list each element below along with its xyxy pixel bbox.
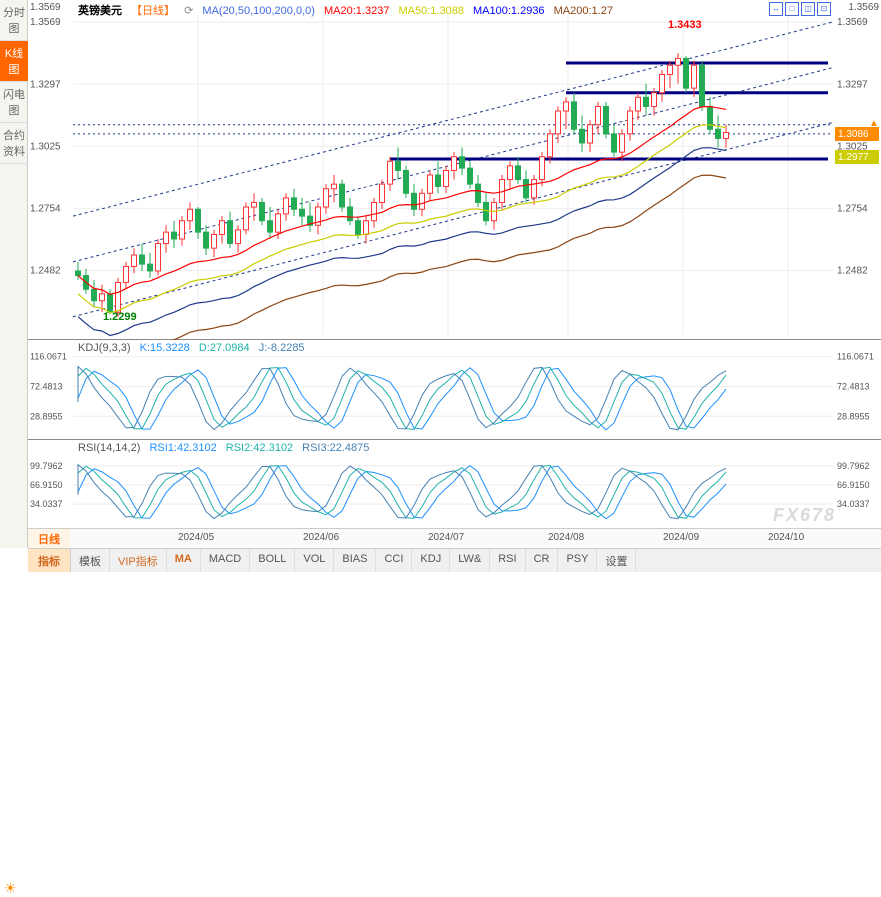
- ma100-value: MA100:1.2936: [473, 5, 545, 17]
- time-label: 2024/07: [428, 532, 464, 543]
- tab-vip[interactable]: VIP指标: [110, 549, 167, 572]
- rsi-title: RSI(14,14,2): [78, 442, 140, 454]
- ma20-value: MA20:1.3237: [324, 5, 389, 17]
- svg-text:1.3297: 1.3297: [837, 79, 868, 90]
- svg-text:66.9150: 66.9150: [837, 480, 870, 490]
- timeframe-label: 【日线】: [131, 5, 175, 17]
- kdj-svg: 116.0671 116.0671 72.4813 72.4813 28.8955 28.…: [28, 340, 881, 440]
- svg-text:99.7962: 99.7962: [30, 461, 63, 471]
- tab-ind-boll[interactable]: BOLL: [250, 549, 295, 572]
- svg-text:66.9150: 66.9150: [30, 480, 63, 490]
- timeframe-row: 日线 2024/05 2024/06 2024/07 2024/08 2024/09 20…: [28, 528, 881, 548]
- rsi-2: RSI2:42.3102: [226, 442, 293, 454]
- svg-text:28.8955: 28.8955: [837, 411, 870, 421]
- svg-text:1.3433: 1.3433: [668, 19, 702, 31]
- svg-text:34.0337: 34.0337: [30, 499, 63, 509]
- svg-text:116.0671: 116.0671: [30, 352, 67, 362]
- main-chart-svg: 1.24821.24821.27541.27541.30251.30251.32…: [28, 0, 881, 340]
- svg-text:28.8955: 28.8955: [30, 411, 63, 421]
- time-label: 2024/06: [303, 532, 339, 543]
- rsi-1: RSI1:42.3102: [149, 442, 216, 454]
- svg-text:1.3569: 1.3569: [837, 17, 868, 28]
- tab-ind-psy[interactable]: PSY: [558, 549, 597, 572]
- ma50-value: MA50:1.3088: [399, 5, 464, 17]
- tab-ind-rsi[interactable]: RSI: [490, 549, 525, 572]
- sidebar-timeshare[interactable]: 分时图: [0, 0, 28, 41]
- rsi-panel[interactable]: ☀ RSI(14,14,2) RSI1:42.3102 RSI2:42.3102…: [28, 440, 881, 528]
- tab-ind-bias[interactable]: BIAS: [334, 549, 376, 572]
- tab-ind-lw&[interactable]: LW&: [450, 549, 490, 572]
- rsi-header: RSI(14,14,2) RSI1:42.3102 RSI2:42.3102 R…: [78, 442, 375, 454]
- tab-ind-cr[interactable]: CR: [526, 549, 559, 572]
- svg-text:1.2482: 1.2482: [837, 266, 868, 277]
- svg-text:1.3569: 1.3569: [30, 17, 61, 28]
- tab-ind-macd[interactable]: MACD: [201, 549, 250, 572]
- watermark: FX678: [773, 505, 836, 526]
- svg-text:1.2754: 1.2754: [30, 203, 61, 214]
- sidebar-lightning[interactable]: 闪电图: [0, 82, 28, 123]
- ylabel-tr: 1.3569: [848, 2, 879, 13]
- svg-text:72.4813: 72.4813: [837, 381, 870, 391]
- tab-ind-cci[interactable]: CCI: [376, 549, 412, 572]
- symbol-name: 英镑美元: [78, 5, 122, 17]
- tab-ind-ma[interactable]: MA: [167, 549, 201, 572]
- chart-area: 英镑美元 【日线】 ⟳ MA(20,50,100,200,0,0) MA20:1…: [28, 0, 881, 548]
- dayline-tab[interactable]: 日线: [28, 529, 70, 549]
- tool-icon-2[interactable]: □: [785, 2, 799, 16]
- rsi-3: RSI3:22.4875: [302, 442, 369, 454]
- svg-text:1.2482: 1.2482: [30, 266, 61, 277]
- svg-text:99.7962: 99.7962: [837, 461, 870, 471]
- kdj-d: D:27.0984: [199, 342, 250, 354]
- sidebar-kline[interactable]: K线图: [0, 41, 28, 82]
- tab-ind-设置[interactable]: 设置: [597, 549, 636, 572]
- svg-text:1.3086: 1.3086: [838, 129, 869, 140]
- time-label: 2024/05: [178, 532, 214, 543]
- tab-ind-vol[interactable]: VOL: [295, 549, 334, 572]
- svg-text:116.0671: 116.0671: [837, 352, 874, 362]
- sidebar-contract[interactable]: 合约资料: [0, 123, 28, 164]
- refresh-icon[interactable]: ⟳: [184, 5, 193, 17]
- indicator-tabs: 指标 模板 VIP指标 MAMACDBOLLVOLBIASCCIKDJLW&RS…: [28, 548, 881, 572]
- tool-icon-3[interactable]: ◫: [801, 2, 815, 16]
- svg-text:72.4813: 72.4813: [30, 381, 63, 391]
- chart-toolbar: ↔ □ ◫ ⊡: [769, 2, 831, 16]
- sun-icon: ☀: [4, 880, 17, 897]
- svg-text:1.2754: 1.2754: [837, 203, 868, 214]
- kdj-title: KDJ(9,3,3): [78, 342, 131, 354]
- time-label: 2024/08: [548, 532, 584, 543]
- chart-header: 英镑美元 【日线】 ⟳ MA(20,50,100,200,0,0) MA20:1…: [78, 2, 619, 18]
- arrow-up-icon: ▲: [867, 118, 881, 132]
- main-price-panel[interactable]: 英镑美元 【日线】 ⟳ MA(20,50,100,200,0,0) MA20:1…: [28, 0, 881, 340]
- svg-text:1.3297: 1.3297: [30, 79, 61, 90]
- svg-text:1.2977: 1.2977: [838, 152, 869, 163]
- kdj-header: KDJ(9,3,3) K:15.3228 D:27.0984 J:-8.2285: [78, 342, 311, 354]
- ylabel-tl: 1.3569: [30, 2, 61, 13]
- ma-params: MA(20,50,100,200,0,0): [202, 5, 315, 17]
- tool-icon-1[interactable]: ↔: [769, 2, 783, 16]
- tab-ind-kdj[interactable]: KDJ: [412, 549, 450, 572]
- ma200-value: MA200:1.27: [554, 5, 613, 17]
- tool-icon-4[interactable]: ⊡: [817, 2, 831, 16]
- time-label: 2024/09: [663, 532, 699, 543]
- svg-text:1.3025: 1.3025: [30, 141, 61, 152]
- tab-indicator[interactable]: 指标: [28, 549, 71, 572]
- svg-text:1.2299: 1.2299: [103, 311, 137, 323]
- time-label: 2024/10: [768, 532, 804, 543]
- kdj-k: K:15.3228: [140, 342, 190, 354]
- tab-template[interactable]: 模板: [71, 549, 110, 572]
- kdj-j: J:-8.2285: [259, 342, 305, 354]
- sidebar: 分时图 K线图 闪电图 合约资料: [0, 0, 28, 548]
- svg-text:34.0337: 34.0337: [837, 499, 870, 509]
- kdj-panel[interactable]: KDJ(9,3,3) K:15.3228 D:27.0984 J:-8.2285…: [28, 340, 881, 440]
